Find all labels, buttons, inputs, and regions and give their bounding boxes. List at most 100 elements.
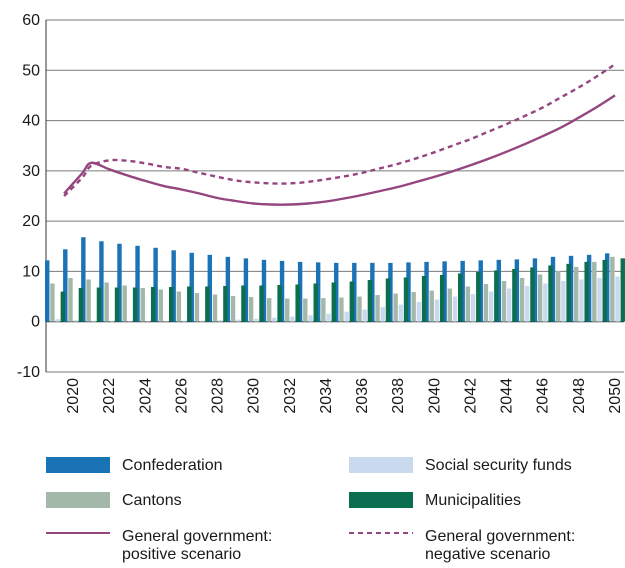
legend-line-positive bbox=[46, 528, 110, 538]
bar-confederation bbox=[243, 258, 249, 322]
bar-confederation bbox=[63, 249, 68, 322]
bar-cantons bbox=[104, 282, 109, 322]
bar-confederation bbox=[315, 262, 321, 322]
bar-confederation bbox=[406, 262, 411, 322]
x-tick-label: 2024 bbox=[137, 378, 154, 414]
bar-municipalities bbox=[584, 261, 589, 322]
bar-social-security-funds bbox=[398, 304, 404, 322]
bar-social-security-funds bbox=[55, 319, 60, 322]
bar-social-security-funds bbox=[543, 283, 548, 322]
legend-item-confederation: Confederation bbox=[46, 457, 223, 475]
bar-cantons bbox=[158, 289, 164, 322]
bar-municipalities bbox=[458, 273, 463, 322]
x-tick-label: 2044 bbox=[499, 378, 516, 414]
legend-item-negative-scenario: General government: negative scenario bbox=[349, 528, 575, 564]
bar-confederation bbox=[207, 254, 212, 322]
bar-social-security-funds bbox=[597, 277, 602, 322]
bar-confederation bbox=[424, 261, 429, 322]
x-tick-label: 2036 bbox=[354, 378, 371, 414]
bar-cantons bbox=[266, 298, 272, 322]
x-tick-label: 2040 bbox=[426, 378, 443, 414]
bar-municipalities bbox=[602, 259, 607, 322]
bar-confederation bbox=[81, 237, 86, 322]
bar-cantons bbox=[303, 298, 308, 322]
bar-social-security-funds bbox=[416, 302, 422, 322]
bar-social-security-funds bbox=[272, 317, 277, 322]
bar-social-security-funds bbox=[199, 320, 205, 322]
x-tick-label: 2032 bbox=[282, 378, 299, 414]
bar-municipalities bbox=[331, 282, 336, 322]
bar-municipalities bbox=[150, 287, 156, 322]
bar-municipalities bbox=[349, 281, 355, 322]
bar-confederation bbox=[604, 253, 610, 322]
bar-social-security-funds bbox=[145, 321, 151, 322]
bar-social-security-funds bbox=[506, 288, 512, 322]
bar-municipalities bbox=[566, 263, 571, 322]
bar-cantons bbox=[68, 277, 73, 322]
x-tick-label: 2042 bbox=[462, 378, 479, 414]
legend-item-cantons: Cantons bbox=[46, 492, 182, 510]
bar-social-security-funds bbox=[181, 320, 187, 322]
bar-municipalities bbox=[512, 268, 517, 322]
bar-cantons bbox=[429, 290, 434, 322]
x-tick-label: 2050 bbox=[607, 378, 624, 414]
line-positive-scenario bbox=[63, 94, 616, 206]
y-tick-label: 10 bbox=[22, 263, 40, 280]
bar-municipalities bbox=[223, 286, 228, 322]
bar-confederation bbox=[135, 245, 140, 322]
line-negative-scenario bbox=[63, 63, 616, 197]
legend-swatch-social-security bbox=[349, 457, 413, 473]
bar-confederation bbox=[261, 259, 267, 322]
bar-cantons bbox=[176, 291, 182, 322]
bar-confederation bbox=[189, 252, 194, 322]
bar-social-security-funds bbox=[127, 321, 133, 322]
bar-social-security-funds bbox=[308, 315, 313, 322]
bar-confederation bbox=[225, 256, 231, 322]
bar-municipalities bbox=[96, 287, 102, 322]
bar-municipalities bbox=[295, 284, 300, 322]
bar-confederation bbox=[171, 250, 176, 322]
legend-item-social-security: Social security funds bbox=[349, 457, 572, 475]
bar-social-security-funds bbox=[217, 320, 223, 322]
bar-municipalities bbox=[620, 258, 625, 322]
bar-confederation bbox=[478, 260, 483, 322]
bar-municipalities bbox=[439, 274, 445, 322]
bar-cantons bbox=[321, 298, 326, 322]
bar-confederation bbox=[45, 260, 50, 322]
bar-cantons bbox=[194, 293, 200, 322]
bar-social-security-funds bbox=[470, 294, 476, 322]
bar-confederation bbox=[99, 241, 104, 322]
bar-cantons bbox=[230, 296, 236, 322]
legend-label-positive-scenario: General government: positive scenario bbox=[122, 528, 273, 563]
bar-social-security-funds bbox=[452, 296, 458, 322]
bar-cantons bbox=[610, 256, 615, 322]
bar-municipalities bbox=[403, 277, 409, 322]
legend-swatch-cantons bbox=[46, 492, 110, 508]
y-tick-label: 60 bbox=[22, 12, 40, 29]
bar-social-security-funds bbox=[561, 280, 566, 322]
bar-cantons bbox=[375, 295, 380, 322]
bar-social-security-funds bbox=[73, 320, 78, 322]
bar-municipalities bbox=[241, 285, 246, 322]
bar-cantons bbox=[501, 280, 507, 322]
legend-label-cantons: Cantons bbox=[122, 492, 182, 509]
chart: -10 0 10 20 30 40 50 60 2020 2022 2024 2026 2028 2030… bbox=[17, 12, 625, 414]
bar-municipalities bbox=[277, 285, 282, 322]
bar-municipalities bbox=[494, 270, 499, 322]
bar-municipalities bbox=[78, 288, 84, 322]
bar-cantons bbox=[212, 294, 218, 322]
bar-social-security-funds bbox=[362, 309, 367, 322]
y-tick-label: 50 bbox=[22, 62, 40, 79]
bar-social-security-funds bbox=[434, 299, 440, 322]
bar-municipalities bbox=[187, 286, 192, 322]
bar-confederation bbox=[388, 262, 393, 322]
bar-municipalities bbox=[530, 267, 535, 322]
bar-municipalities bbox=[259, 285, 264, 322]
bar-confederation bbox=[370, 262, 375, 322]
y-tick-label: 0 bbox=[31, 314, 40, 331]
x-tick-label: 2030 bbox=[246, 378, 263, 414]
bar-social-security-funds bbox=[91, 320, 96, 322]
legend-swatch-confederation bbox=[46, 457, 110, 473]
bar-cantons bbox=[285, 298, 290, 322]
legend-swatch-municipalities bbox=[349, 492, 413, 508]
